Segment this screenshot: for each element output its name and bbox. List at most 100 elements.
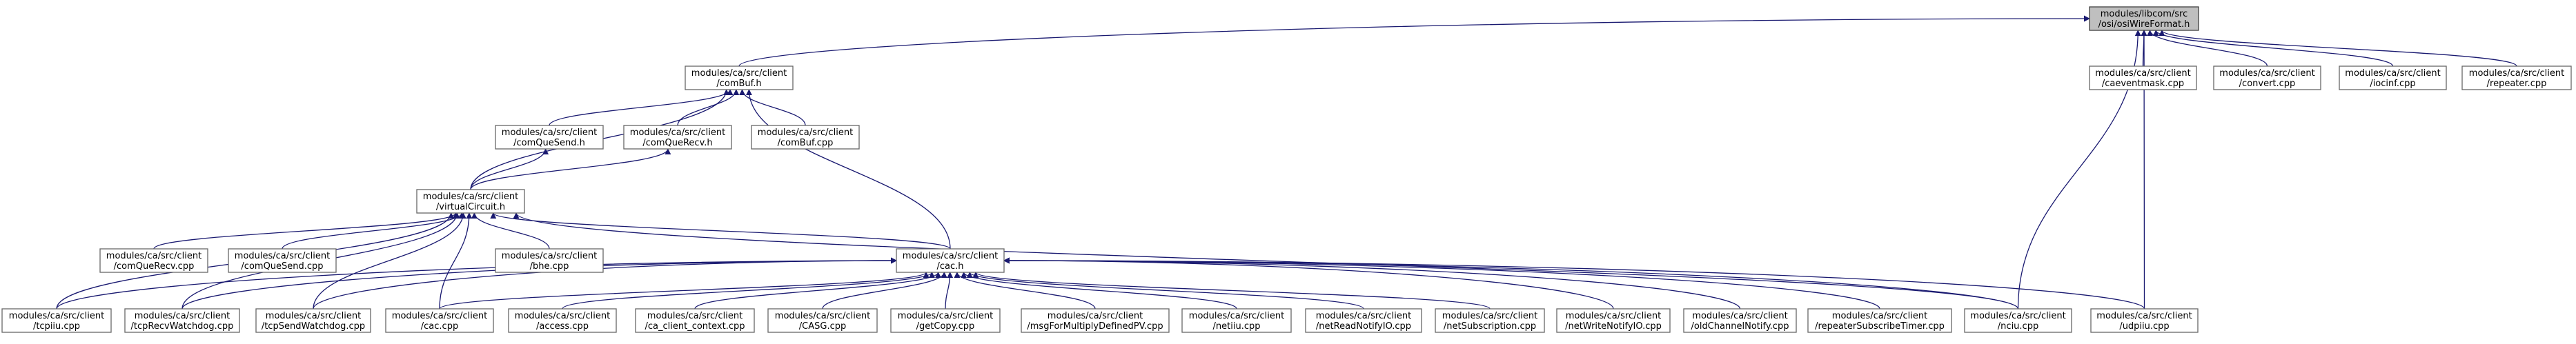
- node-netiiu[interactable]: modules/ca/src/client/netiiu.cpp: [1181, 308, 1292, 333]
- node-label-line1: modules/ca/src/client: [135, 311, 230, 321]
- node-comQueRecv_h[interactable]: modules/ca/src/client/comQueRecv.h: [623, 125, 732, 150]
- node-box: [2089, 65, 2197, 90]
- node-oldChannelNotify[interactable]: modules/ca/src/client/oldChannelNotify.c…: [1683, 308, 1797, 333]
- edge-netReadNotifyIO-to-cac_h: [966, 272, 1364, 310]
- node-label-line2: /comQueRecv.h: [642, 138, 712, 148]
- node-caeventmask[interactable]: modules/ca/src/client/caeventmask.cpp: [2089, 65, 2197, 90]
- node-getCopy[interactable]: modules/ca/src/client/getCopy.cpp: [890, 308, 1001, 333]
- node-tcpSendWatchdog[interactable]: modules/ca/src/client/tcpSendWatchdog.cp…: [255, 308, 371, 333]
- node-box: [416, 189, 525, 214]
- node-bhe_cpp[interactable]: modules/ca/src/client/bhe.cpp: [495, 248, 604, 273]
- node-label-line2: /cac.cpp: [421, 321, 458, 332]
- node-label-line1: modules/ca/src/client: [2095, 68, 2190, 79]
- edge-virtualCircuit_h-to-comQueRecv_h: [470, 148, 671, 190]
- node-label-line1: modules/libcom/src: [2101, 9, 2187, 19]
- node-label-line2: /nciu.cpp: [1998, 321, 2038, 332]
- node-label-line2: /iocinf.cpp: [2370, 79, 2415, 89]
- node-box: [890, 308, 1001, 333]
- node-label-line2: /msgForMultiplyDefinedPV.cpp: [1027, 321, 1163, 332]
- node-label-line2: /comQueSend.cpp: [241, 261, 323, 272]
- node-box: [495, 248, 604, 273]
- node-comQueSend_h[interactable]: modules/ca/src/client/comQueSend.h: [495, 125, 604, 150]
- node-cac_h[interactable]: modules/ca/src/client/cac.h: [896, 248, 1005, 273]
- node-box: [124, 308, 240, 333]
- node-box: [896, 248, 1005, 273]
- node-label-line1: modules/ca/src/client: [1189, 311, 1284, 321]
- node-udpiiu[interactable]: modules/ca/src/client/udpiiu.cpp: [2090, 308, 2199, 333]
- node-box: [685, 65, 794, 90]
- node-tcpiiu[interactable]: modules/ca/src/client/tcpiiu.cpp: [1, 308, 112, 333]
- node-root[interactable]: modules/libcom/src/osi/osiWireFormat.h: [2089, 6, 2199, 31]
- node-label-line2: /netiiu.cpp: [1213, 321, 1261, 332]
- edge-netiiu-to-cac_h: [961, 272, 1237, 310]
- node-box: [1181, 308, 1292, 333]
- node-label-line1: modules/ca/src/client: [502, 251, 597, 261]
- node-cac_cpp[interactable]: modules/ca/src/client/cac.cpp: [385, 308, 494, 333]
- node-label-line1: modules/ca/src/client: [106, 251, 201, 261]
- node-label-line2: /osi/osiWireFormat.h: [2098, 19, 2190, 30]
- node-box: [767, 308, 878, 333]
- node-box: [508, 308, 617, 333]
- edge-cac_cpp-to-virtualCircuit_h: [439, 212, 473, 310]
- edge-tcpRecvWatchdog-to-cac_h: [181, 257, 897, 310]
- node-label-line2: /repeater.cpp: [2487, 79, 2547, 89]
- node-convert[interactable]: modules/ca/src/client/convert.cpp: [2213, 65, 2321, 90]
- node-comQueRecv_cpp[interactable]: modules/ca/src/client/comQueRecv.cpp: [99, 248, 208, 273]
- node-box: [495, 125, 604, 150]
- node-label-line1: modules/ca/src/client: [235, 251, 330, 261]
- node-box: [635, 308, 755, 333]
- edge-getCopy-to-cac_h: [945, 272, 954, 310]
- node-label-line1: modules/ca/src/client: [1692, 311, 1787, 321]
- node-label-line1: modules/ca/src/client: [1316, 311, 1411, 321]
- node-label-line2: /caeventmask.cpp: [2102, 79, 2184, 89]
- node-nciu[interactable]: modules/ca/src/client/nciu.cpp: [1964, 308, 2072, 333]
- node-box: [1556, 308, 1671, 333]
- node-repeater[interactable]: modules/ca/src/client/repeater.cpp: [2461, 65, 2572, 90]
- node-label-line1: modules/ca/src/client: [502, 128, 597, 138]
- node-comQueSend_cpp[interactable]: modules/ca/src/client/comQueSend.cpp: [228, 248, 337, 273]
- edge-netWriteNotifyIO-to-cac_h: [1003, 257, 1614, 310]
- node-label-line2: /netReadNotifyIO.cpp: [1316, 321, 1411, 332]
- node-label-line1: modules/ca/src/client: [1832, 311, 1927, 321]
- node-comBuf_h[interactable]: modules/ca/src/client/comBuf.h: [685, 65, 794, 90]
- node-tcpRecvWatchdog[interactable]: modules/ca/src/client/tcpRecvWatchdog.cp…: [124, 308, 240, 333]
- node-netWriteNotifyIO[interactable]: modules/ca/src/client/netWriteNotifyIO.c…: [1556, 308, 1671, 333]
- edge-cac_h-to-virtualCircuit_h: [490, 212, 951, 250]
- node-iocinf[interactable]: modules/ca/src/client/iocinf.cpp: [2339, 65, 2447, 90]
- node-label-line1: modules/ca/src/client: [647, 311, 743, 321]
- node-repeaterSubscribeTimer[interactable]: modules/ca/src/client/repeaterSubscribeT…: [1807, 308, 1952, 333]
- edge-comQueRecv_cpp-to-virtualCircuit_h: [153, 212, 459, 250]
- node-virtualCircuit_h[interactable]: modules/ca/src/client/virtualCircuit.h: [416, 189, 525, 214]
- edge-nciu-to-virtualCircuit_h: [513, 212, 2019, 310]
- edge-oldChannelNotify-to-cac_h: [1003, 257, 1741, 310]
- edge-bhe_cpp-to-virtualCircuit_h: [471, 212, 550, 250]
- edge-cac_cpp-to-cac_h: [439, 272, 930, 310]
- node-msgForMultiply[interactable]: modules/ca/src/client/msgForMultiplyDefi…: [1021, 308, 1170, 333]
- edge-repeaterSubscribeTimer-to-cac_h: [1003, 257, 1880, 310]
- node-label-line1: modules/ca/src/client: [630, 128, 725, 138]
- edge-access-to-cac_h: [562, 272, 935, 310]
- node-netReadNotifyIO[interactable]: modules/ca/src/client/netReadNotifyIO.cp…: [1305, 308, 1422, 333]
- node-box: [2339, 65, 2447, 90]
- node-comBuf_cpp[interactable]: modules/ca/src/client/comBuf.cpp: [751, 125, 860, 150]
- node-label-line1: modules/ca/src/client: [423, 192, 518, 202]
- edge-netSubscription-to-cac_h: [972, 272, 1491, 310]
- node-label-line1: modules/ca/src/client: [9, 311, 104, 321]
- edge-comQueSend_h-to-comBuf_h: [549, 89, 734, 126]
- node-access[interactable]: modules/ca/src/client/access.cpp: [508, 308, 617, 333]
- edge-CASG-to-cac_h: [822, 272, 947, 310]
- node-box: [1021, 308, 1170, 333]
- node-label-line2: /access.cpp: [536, 321, 589, 332]
- node-box: [99, 248, 208, 273]
- edge-iocinf-to-root: [2152, 30, 2394, 67]
- node-label-line2: /getCopy.cpp: [916, 321, 975, 332]
- node-label-line2: /comQueSend.h: [513, 138, 585, 148]
- edge-comQueRecv_h-to-comBuf_h: [677, 89, 740, 126]
- node-ca_client_context[interactable]: modules/ca/src/client/ca_client_context.…: [635, 308, 755, 333]
- edge-comBuf_cpp-to-comBuf_h: [739, 89, 806, 126]
- node-label-line2: /comBuf.cpp: [778, 138, 834, 148]
- edge-cac_h-to-comBuf_h: [745, 89, 951, 250]
- node-netSubscription[interactable]: modules/ca/src/client/netSubscription.cp…: [1435, 308, 1545, 333]
- node-CASG[interactable]: modules/ca/src/client/CASG.cpp: [767, 308, 878, 333]
- node-label-line1: modules/ca/src/client: [775, 311, 870, 321]
